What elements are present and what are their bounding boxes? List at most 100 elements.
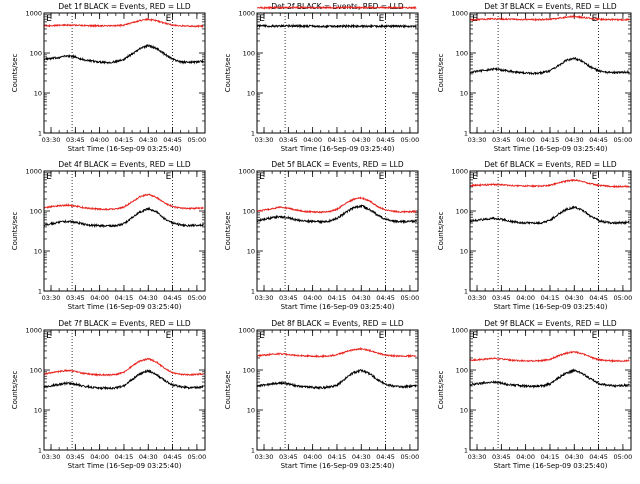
y-axis-label: Counts/sec [224,54,232,93]
x-tick-label: 04:30 [139,294,158,302]
y-tick-label: 10 [34,407,42,415]
y-axis: 1 10 100 1000 [451,327,631,455]
panel-title: Det 7f BLACK = Events, RED = LLD [58,319,191,328]
y-tick-label: 1 [38,447,42,455]
events-trace [44,206,204,229]
x-tick-label: 04:00 [303,136,322,144]
x-tick-label: 04:15 [115,136,134,144]
x-tick-label: 04:45 [589,453,608,461]
x-axis-label: Start Time (16-Sep-09 03:25:40) [281,303,395,311]
lld-trace [257,196,417,214]
y-axis: 1 10 100 1000 [238,168,418,296]
x-tick-label: 04:00 [516,453,535,461]
y-axis-label: Counts/sec [11,212,19,251]
x-tick-label: 04:45 [376,453,395,461]
x-tick-label: 04:30 [139,453,158,461]
plot-frame [469,12,632,134]
x-tick-label: 04:45 [163,453,182,461]
y-tick-label: 100 [30,208,42,216]
panel-det-5: Det 5f BLACK = Events, RED = LLD 1 10 100 10… [224,160,419,311]
x-tick-label: 03:30 [468,136,487,144]
x-tick-label: 04:30 [565,294,584,302]
x-tick-label: 03:30 [42,136,61,144]
event-flag-marker: E [259,14,265,24]
y-axis: 1 10 100 1000 [451,10,631,138]
event-flag-marker: E [46,14,52,24]
y-tick-label: 1000 [25,168,42,176]
x-axis: 03:30 03:45 04:00 04:15 04:30 04:45 05:00 [42,171,206,302]
panel-title: Det 3f BLACK = Events, RED = LLD [484,2,617,11]
x-axis: 03:30 03:45 04:00 04:15 04:30 04:45 05:00 [255,171,419,302]
x-tick-label: 04:30 [565,136,584,144]
x-tick-label: 04:15 [115,294,134,302]
y-tick-label: 1000 [451,168,468,176]
x-axis-label: Start Time (16-Sep-09 03:25:40) [281,145,395,153]
x-tick-label: 04:00 [303,453,322,461]
x-tick-label: 04:15 [328,294,347,302]
y-tick-label: 100 [30,367,42,375]
events-trace [470,367,630,389]
y-tick-label: 100 [243,50,255,58]
x-tick-label: 04:30 [352,453,371,461]
y-axis: 1 10 100 1000 [25,327,205,455]
lld-trace [257,346,417,359]
lld-trace [44,193,204,212]
event-flag-marker: E [166,331,172,341]
y-tick-label: 10 [460,90,468,98]
event-flag-marker: E [166,172,172,182]
y-axis-label: Counts/sec [11,54,19,93]
x-tick-label: 04:15 [541,294,560,302]
y-tick-label: 1 [464,447,468,455]
y-tick-label: 1 [38,288,42,296]
x-tick-label: 04:00 [303,294,322,302]
y-tick-label: 10 [247,90,255,98]
x-tick-label: 04:30 [352,136,371,144]
y-tick-label: 1000 [25,10,42,18]
y-tick-label: 1 [464,288,468,296]
y-tick-label: 1 [251,130,255,138]
panel-det-1: Det 1f BLACK = Events, RED = LLD 1 10 100 10… [11,2,206,153]
event-flag-marker: E [166,14,172,24]
panel-title: Det 8f BLACK = Events, RED = LLD [271,319,404,328]
x-tick-label: 05:00 [614,453,633,461]
event-flag-marker: E [379,172,385,182]
x-tick-label: 04:45 [163,136,182,144]
plot-frame [43,329,206,451]
panel-title: Det 9f BLACK = Events, RED = LLD [484,319,617,328]
y-tick-label: 100 [456,367,468,375]
y-tick-label: 1000 [451,10,468,18]
y-tick-label: 100 [456,208,468,216]
y-tick-label: 1 [38,130,42,138]
lld-trace [44,357,204,377]
panel-title: Det 5f BLACK = Events, RED = LLD [271,160,404,169]
x-tick-label: 03:30 [42,453,61,461]
x-axis: 03:30 03:45 04:00 04:15 04:30 04:45 05:00 [255,330,419,461]
x-tick-label: 03:30 [255,294,274,302]
x-tick-label: 03:30 [42,294,61,302]
x-tick-label: 04:00 [90,453,109,461]
event-flag-marker: E [259,331,265,341]
x-axis: 03:30 03:45 04:00 04:15 04:30 04:45 05:00 [468,171,632,302]
x-tick-label: 03:45 [492,294,511,302]
event-flag-marker: E [46,331,52,341]
x-tick-label: 04:30 [565,453,584,461]
x-tick-label: 04:15 [541,136,560,144]
x-tick-label: 03:45 [279,453,298,461]
y-tick-label: 1 [251,447,255,455]
lld-trace [470,350,630,363]
event-flag-marker: E [259,172,265,182]
panel-det-4: Det 4f BLACK = Events, RED = LLD 1 10 100 10… [11,160,206,311]
plot-frame [469,329,632,451]
x-axis-label: Start Time (16-Sep-09 03:25:40) [494,462,608,470]
panel-det-9: Det 9f BLACK = Events, RED = LLD 1 10 100 10… [437,319,632,470]
x-tick-label: 05:00 [614,136,633,144]
events-trace [257,368,417,391]
x-tick-label: 03:45 [66,136,85,144]
x-tick-label: 04:45 [376,294,395,302]
y-tick-label: 10 [460,248,468,256]
y-tick-label: 1000 [25,327,42,335]
panel-det-2: Det 2f BLACK = Events, RED = LLD 1 10 100 10… [224,2,419,153]
panel-det-6: Det 6f BLACK = Events, RED = LLD 1 10 100 10… [437,160,632,311]
x-tick-label: 04:00 [90,136,109,144]
